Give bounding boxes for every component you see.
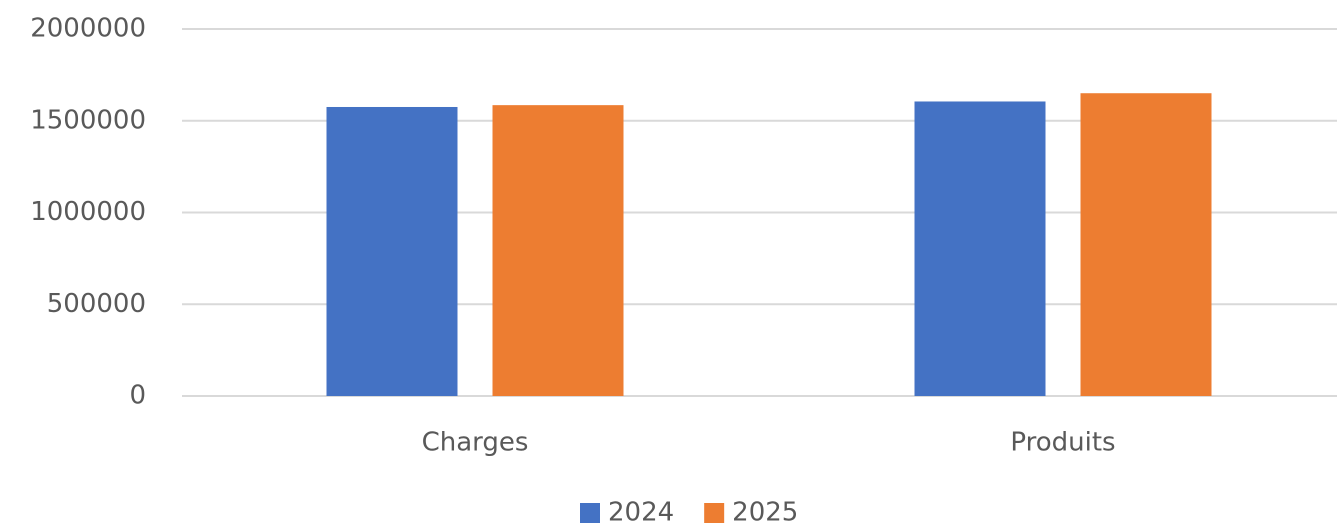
legend-swatch (580, 503, 600, 523)
bar (492, 105, 624, 396)
bar (1080, 93, 1212, 396)
y-tick-label: 500000 (47, 289, 146, 319)
x-tick-label: Charges (422, 428, 529, 458)
x-tick-label: Produits (1010, 428, 1115, 458)
y-tick-label: 0 (129, 381, 146, 411)
bar (914, 101, 1046, 397)
y-tick-label: 1000000 (30, 197, 146, 227)
legend-label: 2024 (608, 498, 674, 525)
legend-label: 2025 (732, 498, 798, 525)
y-tick-label: 1500000 (30, 105, 146, 135)
y-tick-label: 2000000 (30, 14, 146, 44)
legend-swatch (704, 503, 725, 523)
bar (326, 106, 458, 397)
